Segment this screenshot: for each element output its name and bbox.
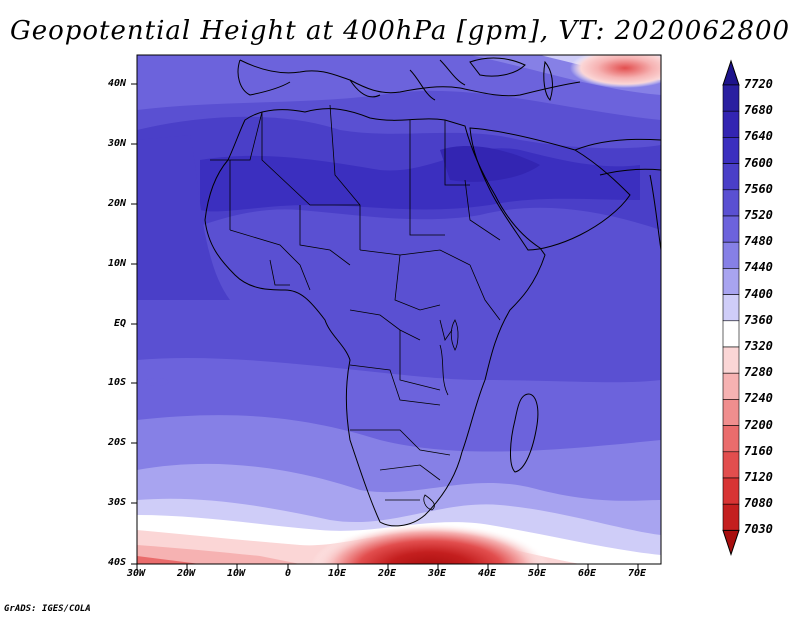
- lat-label-eq: EQ: [114, 318, 127, 329]
- lon-label-70e: 70E: [628, 568, 647, 579]
- colorbar-label: 7080: [744, 496, 773, 511]
- lat-label-10n: 10N: [108, 258, 127, 269]
- colorbar-swatch: [722, 399, 740, 426]
- credit-text: GrADS: IGES/COLA: [4, 604, 91, 614]
- axis-ticks: [131, 83, 639, 570]
- colorbar-label: 7640: [744, 129, 773, 144]
- lon-label-50e: 50E: [528, 568, 547, 579]
- lat-label-40n: 40N: [108, 78, 127, 89]
- lat-label-20s: 20S: [108, 437, 127, 448]
- colorbar-swatch: [722, 110, 740, 138]
- colorbar-swatch: [722, 477, 740, 505]
- colorbar-label: 7280: [744, 365, 773, 380]
- colorbar-label: 7680: [744, 103, 773, 118]
- colorbar: [722, 59, 740, 556]
- colorbar-label: 7030: [744, 522, 773, 537]
- colorbar-bottom-arrow: [722, 529, 740, 556]
- colorbar-swatch: [722, 320, 740, 348]
- lon-label-20w: 20W: [177, 568, 196, 579]
- lon-label-10e: 10E: [328, 568, 347, 579]
- colorbar-label: 7160: [744, 443, 773, 458]
- plot-frame: [136, 54, 662, 565]
- colorbar-swatch: [722, 189, 740, 217]
- colorbar-label: 7520: [744, 208, 773, 222]
- colorbar-swatch: [722, 137, 740, 164]
- lon-label-20e: 20E: [378, 568, 397, 579]
- lon-label-30w: 30W: [127, 568, 146, 579]
- lat-label-20n: 20N: [108, 198, 127, 209]
- colorbar-label: 7200: [744, 417, 773, 432]
- colorbar-label: 7320: [744, 339, 773, 353]
- chart-title: Geopotential Height at 400hPa [gpm], VT:…: [9, 16, 791, 46]
- colorbar-swatch: [722, 346, 740, 374]
- lat-label-40s: 40S: [108, 557, 127, 568]
- colorbar-label: 7600: [744, 155, 773, 170]
- colorbar-swatch: [722, 268, 740, 295]
- colorbar-label: 7360: [744, 312, 773, 327]
- colorbar-label: 7720: [744, 77, 773, 91]
- colorbar-label: 7440: [744, 260, 773, 275]
- height-field: [137, 55, 661, 564]
- colorbar-label: 7120: [744, 470, 773, 484]
- lon-label-40e: 40E: [478, 568, 497, 579]
- lon-label-0: 0: [285, 568, 292, 579]
- borders: [210, 104, 501, 511]
- lat-label-30n: 30N: [108, 138, 127, 149]
- colorbar-label: 7480: [744, 234, 773, 249]
- colorbar-swatch: [722, 451, 740, 479]
- lon-label-60e: 60E: [578, 568, 597, 579]
- colorbar-swatch: [722, 84, 740, 112]
- lon-label-30e: 30E: [428, 568, 447, 579]
- coastlines: [204, 57, 661, 527]
- colorbar-swatch: [722, 215, 740, 243]
- lat-label-30s: 30S: [108, 497, 127, 508]
- colorbar-swatch: [722, 163, 740, 191]
- colorbar-label: 7240: [744, 391, 773, 406]
- colorbar-label: 7560: [744, 181, 773, 196]
- colorbar-swatch: [722, 241, 740, 269]
- colorbar-top-arrow: [722, 59, 740, 86]
- colorbar-label: 7400: [744, 286, 773, 301]
- colorbar-swatch: [722, 425, 740, 453]
- colorbar-swatch: [722, 372, 740, 400]
- colorbar-swatch: [722, 294, 740, 322]
- lon-label-10w: 10W: [227, 568, 246, 579]
- lat-label-10s: 10S: [108, 377, 127, 388]
- colorbar-swatch: [722, 503, 740, 531]
